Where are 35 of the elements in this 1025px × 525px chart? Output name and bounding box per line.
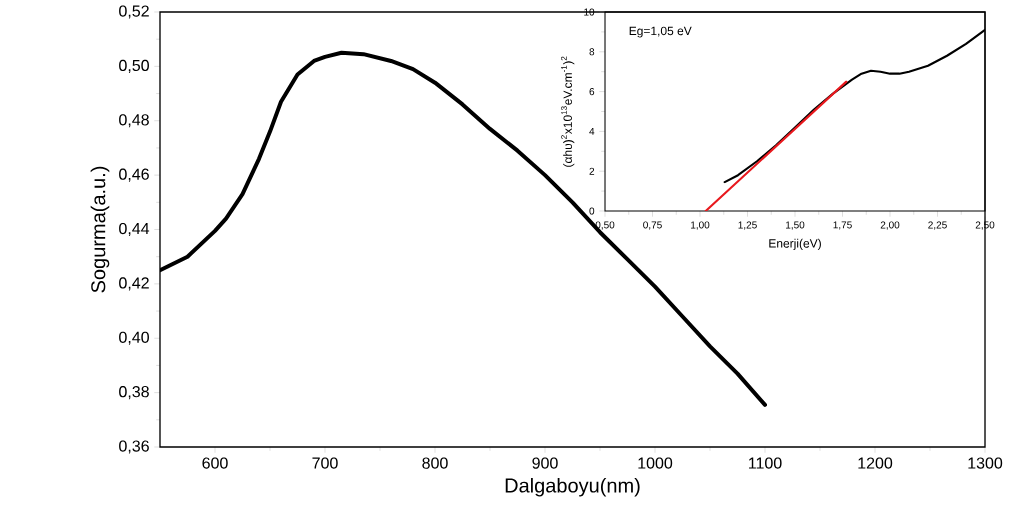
y-tick-label: 0,44 (119, 222, 150, 237)
x-tick-label: 2,00 (880, 221, 900, 230)
y-tick-label: 0,46 (119, 168, 149, 182)
y-tick-label: 0,42 (119, 277, 149, 291)
x-axis-title: Dalgaboyu(nm) (505, 477, 640, 497)
y-tick-label: 10 (584, 8, 595, 16)
x-tick-label: 1200 (858, 457, 893, 469)
y-tick-label: 8 (589, 48, 595, 56)
y-tick-label: 0,50 (119, 59, 149, 73)
y-axis-title: Sogurma(a.u.) (90, 166, 110, 293)
x-tick-label: 2,25 (928, 221, 947, 230)
y-tick-label: 0,40 (119, 331, 149, 345)
x-tick-label: 1,75 (833, 221, 852, 230)
y-tick-label: 0,48 (119, 114, 149, 128)
y-axis-title: (αhυ)$^{2}$x10$^{13}$eV.cm$^{-1}$)$^{2}$ (561, 56, 575, 167)
x-axis-title: Enerji(eV) (769, 238, 821, 250)
y-tick-label: 4 (589, 127, 595, 135)
y-tick-label: 0,38 (119, 386, 149, 400)
x-tick-label: 1300 (968, 457, 1003, 469)
y-tick-label: 0,36 (119, 440, 149, 454)
x-tick-label: 1000 (638, 457, 673, 469)
y-tick-label: 0 (589, 207, 595, 215)
y-tick-label: 2 (589, 167, 595, 175)
x-tick-label: 1,25 (738, 221, 757, 230)
x-tick-label: 1,00 (691, 221, 710, 230)
annotation: Eg=1,05 eV (629, 26, 692, 38)
x-tick-label: 1,50 (786, 221, 805, 230)
y-tick-label: 6 (589, 88, 595, 96)
x-tick-label: 700 (312, 457, 338, 469)
x-tick-label: 800 (422, 457, 448, 469)
x-tick-label: 0,75 (643, 221, 662, 230)
x-tick-label: 1100 (749, 457, 782, 469)
x-tick-label: 900 (532, 457, 558, 469)
x-tick-label: 600 (202, 457, 228, 469)
y-tick-label: 0,52 (119, 5, 149, 19)
